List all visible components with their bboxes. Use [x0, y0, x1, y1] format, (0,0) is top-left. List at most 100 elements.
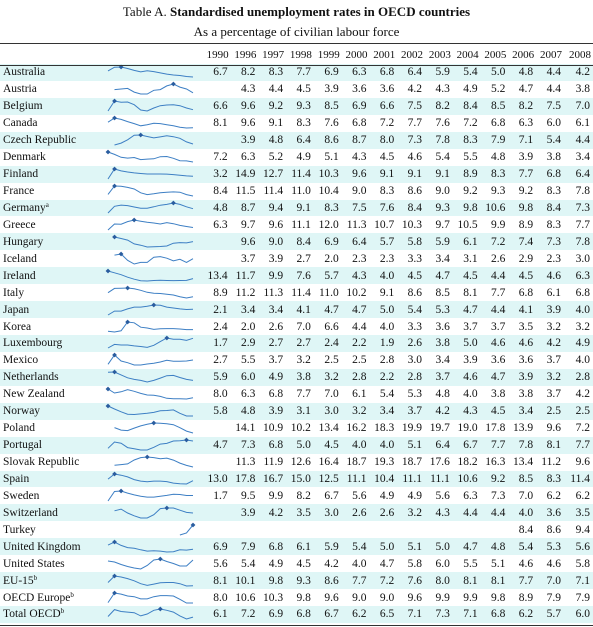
- rate-cell: 14.1: [235, 422, 256, 435]
- rate-cell: 4.5: [397, 267, 426, 285]
- rate-cell: 15.0: [286, 470, 314, 488]
- rate-cell: 9.8: [491, 591, 506, 604]
- rate-cell: 4.8: [480, 538, 509, 556]
- rate-cell: 3.2: [546, 320, 561, 333]
- rate-cell: 6.8: [575, 286, 590, 299]
- rate-cell: 7.7: [286, 64, 314, 81]
- country-name: France: [3, 185, 35, 198]
- trend-sparkline-cell: [103, 183, 202, 200]
- trend-header: [103, 46, 202, 64]
- year-header: 2005: [484, 49, 507, 61]
- trend-sparkline-cell: [103, 115, 202, 132]
- rate-cell: 6.4: [286, 131, 314, 149]
- rate-cell: 3.4: [258, 301, 287, 319]
- rate-cell: 3.7: [546, 388, 561, 401]
- rate-cell: 3.0: [575, 252, 590, 265]
- country-name-cell: Poland: [0, 420, 103, 437]
- rate-cell: [481, 521, 509, 538]
- rate-cell: 6.1: [286, 538, 314, 556]
- rate-cell: 4.0: [369, 267, 398, 285]
- country-name-cell: Finland: [0, 165, 103, 183]
- rate-cell: 5.8: [397, 233, 426, 251]
- rate-cell: 11.1: [291, 218, 311, 231]
- rate-cell: 6.1: [201, 606, 231, 623]
- rate-cell: 5.0: [369, 538, 398, 556]
- rate-cell: 4.9: [258, 368, 287, 386]
- country-name: Poland: [3, 422, 35, 435]
- rate-cell: 8.2: [296, 489, 311, 502]
- sparkline-path: [107, 337, 194, 349]
- rate-cell: 3.0: [313, 402, 342, 420]
- rate-cell: 8.1: [201, 572, 231, 590]
- rate-cell: 17.8: [230, 470, 259, 488]
- country-name-cell: Turkey: [0, 521, 103, 538]
- footnote-marker: b: [60, 607, 65, 616]
- rate-cell: 4.6: [407, 151, 423, 164]
- rate-cell: 7.7: [407, 117, 423, 130]
- table-subtitle: As a percentage of civilian labour force: [193, 24, 400, 39]
- rate-cell: 3.3: [407, 320, 423, 333]
- rate-cell: 2.5: [563, 402, 593, 420]
- trend-sparkline-cell: [103, 386, 202, 403]
- sparkline-peak-marker: [112, 369, 117, 375]
- year-header: 2008: [569, 49, 591, 61]
- year-header: 1996: [234, 49, 257, 61]
- rate-cell: 3.2: [536, 368, 564, 386]
- rate-cell: 9.0: [379, 591, 395, 604]
- rate-cell: 16.4: [318, 456, 339, 469]
- country-name-cell: Ireland: [0, 267, 103, 285]
- rate-cell: 19.7: [429, 422, 450, 435]
- sparkline-peak-marker: [105, 386, 111, 392]
- sparkline-path: [107, 219, 194, 231]
- rate-cell: 9.6: [575, 456, 590, 469]
- rate-cell: 7.2: [575, 422, 590, 435]
- country-name: Korea: [3, 320, 32, 333]
- rate-cell: 6.9: [258, 606, 287, 623]
- sparkline-path: [107, 287, 194, 299]
- rate-cell: 7.1: [563, 572, 593, 590]
- trend-sparkline: [105, 403, 193, 417]
- country-name: Italy: [3, 286, 25, 299]
- rate-cell: 3.9: [230, 504, 259, 522]
- year-header: 2002: [401, 49, 424, 61]
- rate-cell: [231, 521, 259, 538]
- rate-cell: 4.7: [201, 436, 231, 454]
- trend-sparkline-cell: [102, 97, 202, 115]
- sparkline-peak-marker: [125, 285, 130, 291]
- rate-cell: 4.5: [452, 267, 481, 285]
- rate-cell: 1.9: [369, 335, 398, 352]
- rate-cell: 6.2: [508, 606, 537, 623]
- country-name: Ireland: [3, 269, 36, 282]
- country-name-cell: France: [0, 183, 103, 200]
- rate-cell: 4.7: [341, 301, 370, 319]
- rate-cell: 11.4: [563, 470, 593, 488]
- rate-cell: 3.9: [230, 131, 259, 149]
- rate-cell: 7.2: [369, 572, 398, 590]
- rate-cell: 3.1: [463, 252, 478, 265]
- rate-cell: 7.8: [575, 185, 590, 198]
- rate-cell: [202, 81, 231, 98]
- sparkline-peak-marker: [131, 217, 137, 223]
- sparkline-path: [107, 439, 194, 451]
- year-header: 2000: [345, 49, 368, 61]
- rate-cell: 4.3: [240, 83, 256, 96]
- rate-cell: 2.6: [341, 504, 370, 522]
- country-name-cell: Italy: [0, 284, 103, 301]
- trend-sparkline-cell: [103, 216, 202, 233]
- table-row: Ireland 13.4 11.7 9.9 7.6 5.7 4.3 4.0 4.5 4.7 4.5 4…: [0, 267, 593, 285]
- table-row: Sweden 1.7 9.5 9.9 8.2 6.7 5.6 4.9 4.9 5.6 6.3 7.3 7…: [0, 487, 593, 504]
- country-name-cell: New Zealand: [0, 386, 103, 403]
- rate-cell: 2.5: [324, 354, 339, 367]
- rate-cell: 7.3: [230, 436, 259, 454]
- rate-cell: 9.2: [463, 185, 478, 198]
- rate-cell: 9.6: [230, 233, 259, 251]
- rate-cell: 5.1: [324, 151, 339, 164]
- rate-cell: 8.3: [546, 218, 561, 231]
- rate-cell: 9.7: [435, 218, 450, 231]
- rate-cell: 4.2: [575, 388, 590, 401]
- rate-cell: 10.6: [452, 470, 481, 488]
- sparkline-peak-marker: [112, 573, 117, 578]
- rate-cell: 3.7: [491, 320, 506, 333]
- rate-cell: 7.6: [324, 117, 339, 130]
- rate-cell: 3.9: [268, 252, 284, 265]
